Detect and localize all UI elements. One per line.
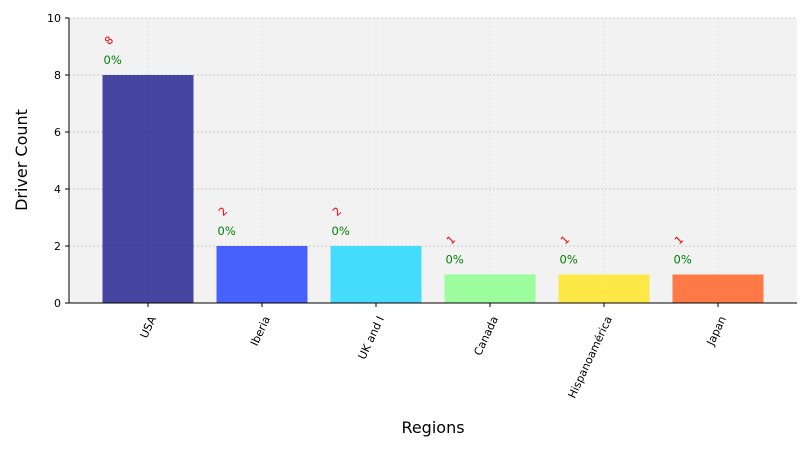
x-tick-label: UK and I [356,314,387,361]
x-tick-label: Iberia [248,314,273,348]
percent-label: 0% [332,224,350,238]
bar [672,274,764,303]
y-tick-label: 10 [47,12,61,25]
bar [216,246,308,303]
percent-label: 0% [218,224,236,238]
bar-labels-group: 0%80%20%20%10%10%1 [102,34,692,267]
x-tick-label: Japan [704,314,729,348]
bar [558,274,650,303]
y-axis-title: Driver Count [12,109,31,211]
bars-group [102,75,764,303]
percent-label: 0% [446,253,464,267]
percent-label: 0% [560,253,578,267]
x-tick-label: Canada [471,314,500,357]
y-ticks-group: 0 2 4 6 8 10 [47,12,69,310]
bar [330,246,422,303]
bar [444,274,536,303]
x-tick-label: USA [138,314,160,341]
x-axis-title: Regions [401,418,464,437]
y-tick-label: 6 [54,126,61,139]
y-tick-label: 0 [54,297,61,310]
bar [102,75,194,303]
percent-label: 0% [674,253,692,267]
x-ticks-group: USA Iberia UK and I Canada Hispanoamérica Jap… [138,303,729,400]
percent-label: 0% [104,53,122,67]
y-tick-label: 2 [54,240,61,253]
y-tick-label: 8 [54,69,61,82]
x-tick-label: Hispanoamérica [566,314,615,400]
y-tick-label: 4 [54,183,61,196]
